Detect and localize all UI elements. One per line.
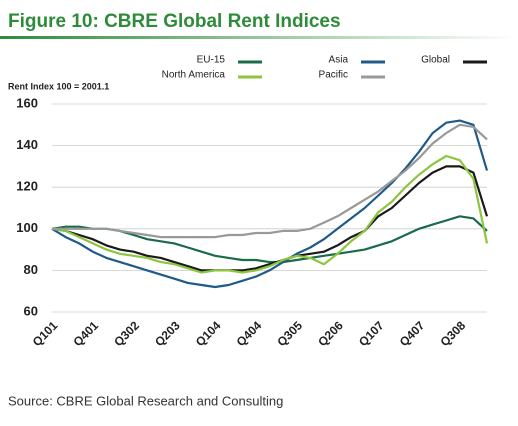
x-tick-label: Q302 xyxy=(111,318,142,349)
x-tick-label: Q401 xyxy=(70,318,101,349)
legend-label: EU-15 xyxy=(197,55,226,66)
x-tick-label: Q104 xyxy=(193,318,224,349)
x-tick-label: Q101 xyxy=(30,318,61,349)
series-line xyxy=(51,154,489,274)
title-rule xyxy=(0,36,518,39)
series-line xyxy=(51,119,489,289)
x-tick-label: Q305 xyxy=(274,318,305,349)
y-tick-label: 140 xyxy=(16,137,38,152)
y-tick-label: 100 xyxy=(16,220,38,235)
series-line xyxy=(51,165,489,272)
legend-label: North America xyxy=(162,70,226,81)
series-line xyxy=(51,215,488,264)
x-tick-label: Q107 xyxy=(356,318,387,349)
y-tick-label: 120 xyxy=(16,179,38,194)
y-axis-label: Rent Index 100 = 2001.1 xyxy=(8,81,109,91)
legend-label: Pacific xyxy=(319,70,348,81)
series-line xyxy=(52,123,488,239)
y-tick-label: 80 xyxy=(24,262,38,277)
y-tick-label: 160 xyxy=(16,95,38,110)
x-tick-label: Q206 xyxy=(315,318,346,349)
x-tick-label: Q407 xyxy=(397,318,428,349)
x-tick-label: Q203 xyxy=(152,318,183,349)
chart-title: Figure 10: CBRE Global Rent Indices xyxy=(8,11,341,32)
source: Source: CBRE Global Research and Consult… xyxy=(8,393,283,408)
x-tick-label: Q308 xyxy=(438,318,469,349)
legend-label: Global xyxy=(421,55,450,66)
x-tick-label: Q404 xyxy=(234,318,265,349)
y-tick-label: 60 xyxy=(24,303,38,318)
legend-label: Asia xyxy=(329,55,349,66)
